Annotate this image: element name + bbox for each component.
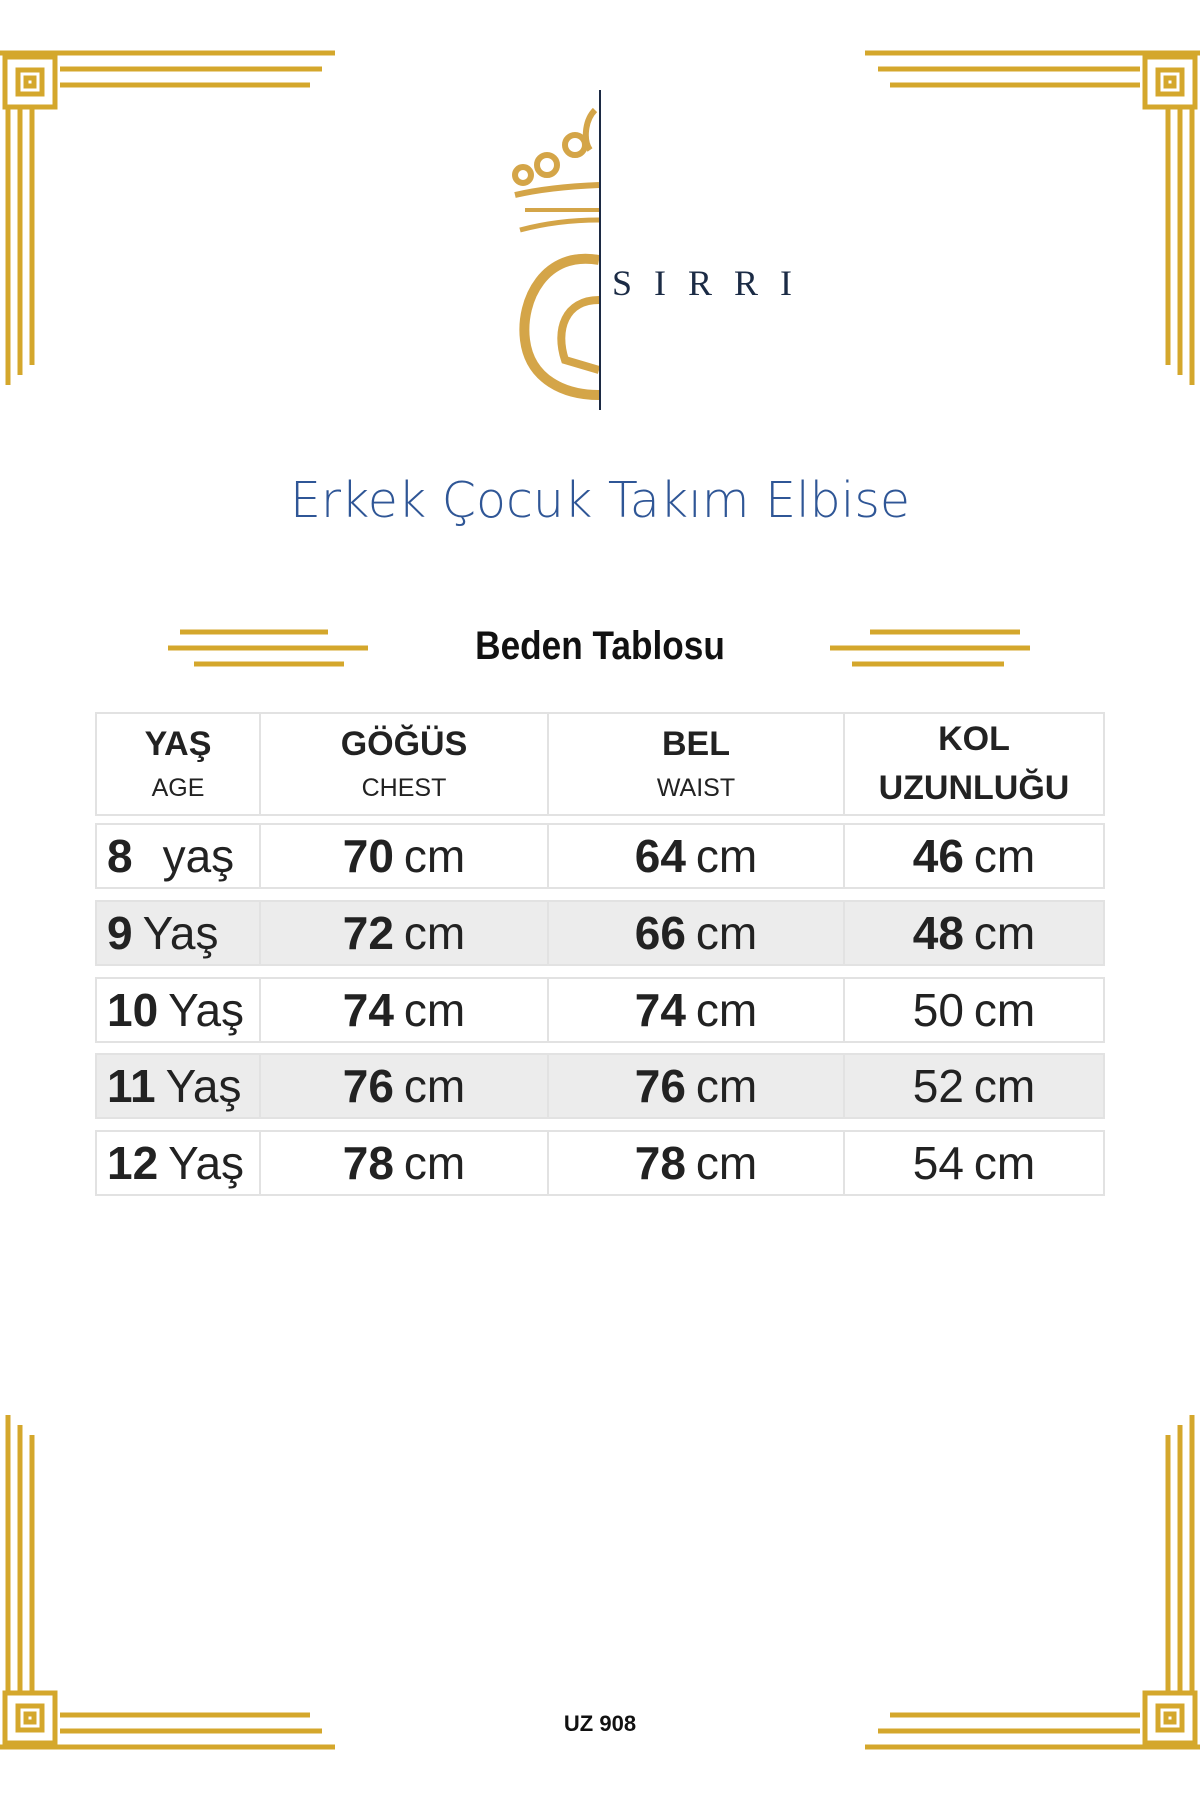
unit: cm [403, 830, 466, 882]
corner-ornament-bottom-left [0, 1415, 335, 1750]
arm-length-value: 46 [912, 830, 964, 882]
age-number: 10 [107, 984, 159, 1036]
arm-length-value: 50 [912, 984, 964, 1036]
waist-cell: 66 cm [549, 902, 845, 964]
unit: cm [403, 907, 466, 959]
chest-value: 78 [342, 1137, 394, 1189]
chest-cell: 78 cm [261, 1132, 549, 1194]
unit: cm [403, 1060, 466, 1112]
unit: cm [973, 1137, 1036, 1189]
brand-name: SIRRI [612, 263, 815, 303]
age-cell: 10 Yaş [97, 979, 261, 1041]
gold-lines-left-ornament [168, 629, 368, 667]
chest-cell: 76 cm [261, 1055, 549, 1117]
age-cell: 9 Yaş [97, 902, 261, 964]
age-number: 9 [107, 907, 133, 959]
header-arm-length: KOL UZUNLUĞU [845, 714, 1103, 814]
arm-length-value: 52 [912, 1060, 964, 1112]
arm-length-cell: 46 cm [845, 825, 1103, 887]
age-unit: Yaş [168, 1137, 245, 1189]
age-cell: 8 yaş [97, 825, 261, 887]
table-row: 8 yaş 70 cm 64 cm 46 cm [95, 823, 1105, 889]
age-cell: 12 Yaş [97, 1132, 261, 1194]
age-number: 11 [107, 1060, 156, 1112]
logo-divider [599, 90, 601, 410]
waist-value: 74 [634, 984, 686, 1036]
waist-cell: 74 cm [549, 979, 845, 1041]
unit: cm [403, 1137, 466, 1189]
arm-length-cell: 54 cm [845, 1132, 1103, 1194]
header-sublabel: WAIST [656, 774, 736, 802]
header-label: GÖĞÜS [340, 725, 468, 763]
table-row: 10 Yaş 74 cm 74 cm 50 cm [95, 977, 1105, 1043]
header-chest: GÖĞÜS CHEST [261, 714, 549, 814]
corner-ornament-top-right [865, 50, 1200, 385]
table-row: 12 Yaş 78 cm 78 cm 54 cm [95, 1130, 1105, 1196]
waist-cell: 64 cm [549, 825, 845, 887]
header-label: BEL [662, 725, 730, 763]
gold-lines-right-ornament [830, 629, 1030, 667]
chest-cell: 70 cm [261, 825, 549, 887]
age-unit: Yaş [142, 907, 219, 959]
unit: cm [695, 830, 758, 882]
header-waist: BEL WAIST [549, 714, 845, 814]
age-unit: Yaş [168, 984, 245, 1036]
arm-length-value: 48 [912, 907, 964, 959]
waist-value: 76 [634, 1060, 686, 1112]
table-header: YAŞ AGE GÖĞÜS CHEST BEL WAIST KOL UZUNLU… [95, 712, 1105, 816]
chest-value: 72 [342, 907, 394, 959]
header-age: YAŞ AGE [97, 714, 261, 814]
crown-s-logo-icon [512, 107, 600, 400]
unit: cm [695, 907, 758, 959]
unit: cm [695, 1060, 758, 1112]
unit: cm [973, 907, 1036, 959]
arm-length-cell: 52 cm [845, 1055, 1103, 1117]
unit: cm [695, 984, 758, 1036]
age-number: 12 [107, 1137, 159, 1189]
header-sublabel: CHEST [361, 774, 447, 802]
page-title: Erkek Çocuk Takım Elbise [289, 472, 911, 529]
age-unit: Yaş [165, 1060, 242, 1112]
arm-length-cell: 48 cm [845, 902, 1103, 964]
header-sublabel: AGE [151, 774, 205, 802]
unit: cm [973, 830, 1036, 882]
header-label: KOL [938, 720, 1010, 758]
chest-value: 70 [342, 830, 394, 882]
age-cell: 11 Yaş [97, 1055, 261, 1117]
chest-value: 74 [342, 984, 394, 1036]
corner-ornament-top-left [0, 50, 335, 385]
unit: cm [973, 1060, 1036, 1112]
age-number: 8 [107, 830, 133, 882]
waist-cell: 76 cm [549, 1055, 845, 1117]
chest-cell: 74 cm [261, 979, 549, 1041]
waist-value: 66 [634, 907, 686, 959]
table-row: 11 Yaş 76 cm 76 cm 52 cm [95, 1053, 1105, 1119]
size-chart-heading: Beden Tablosu [475, 624, 725, 668]
header-label: YAŞ [144, 725, 212, 763]
arm-length-value: 54 [912, 1137, 964, 1189]
age-unit: yaş [162, 830, 235, 882]
product-code: UZ 908 [563, 1711, 637, 1736]
corner-ornament-bottom-right [865, 1415, 1200, 1750]
unit: cm [973, 984, 1036, 1036]
waist-value: 64 [634, 830, 686, 882]
waist-value: 78 [634, 1137, 686, 1189]
chest-value: 76 [342, 1060, 394, 1112]
waist-cell: 78 cm [549, 1132, 845, 1194]
unit: cm [403, 984, 466, 1036]
unit: cm [695, 1137, 758, 1189]
chest-cell: 72 cm [261, 902, 549, 964]
header-label-second-line: UZUNLUĞU [878, 769, 1070, 807]
arm-length-cell: 50 cm [845, 979, 1103, 1041]
table-row: 9 Yaş 72 cm 66 cm 48 cm [95, 900, 1105, 966]
